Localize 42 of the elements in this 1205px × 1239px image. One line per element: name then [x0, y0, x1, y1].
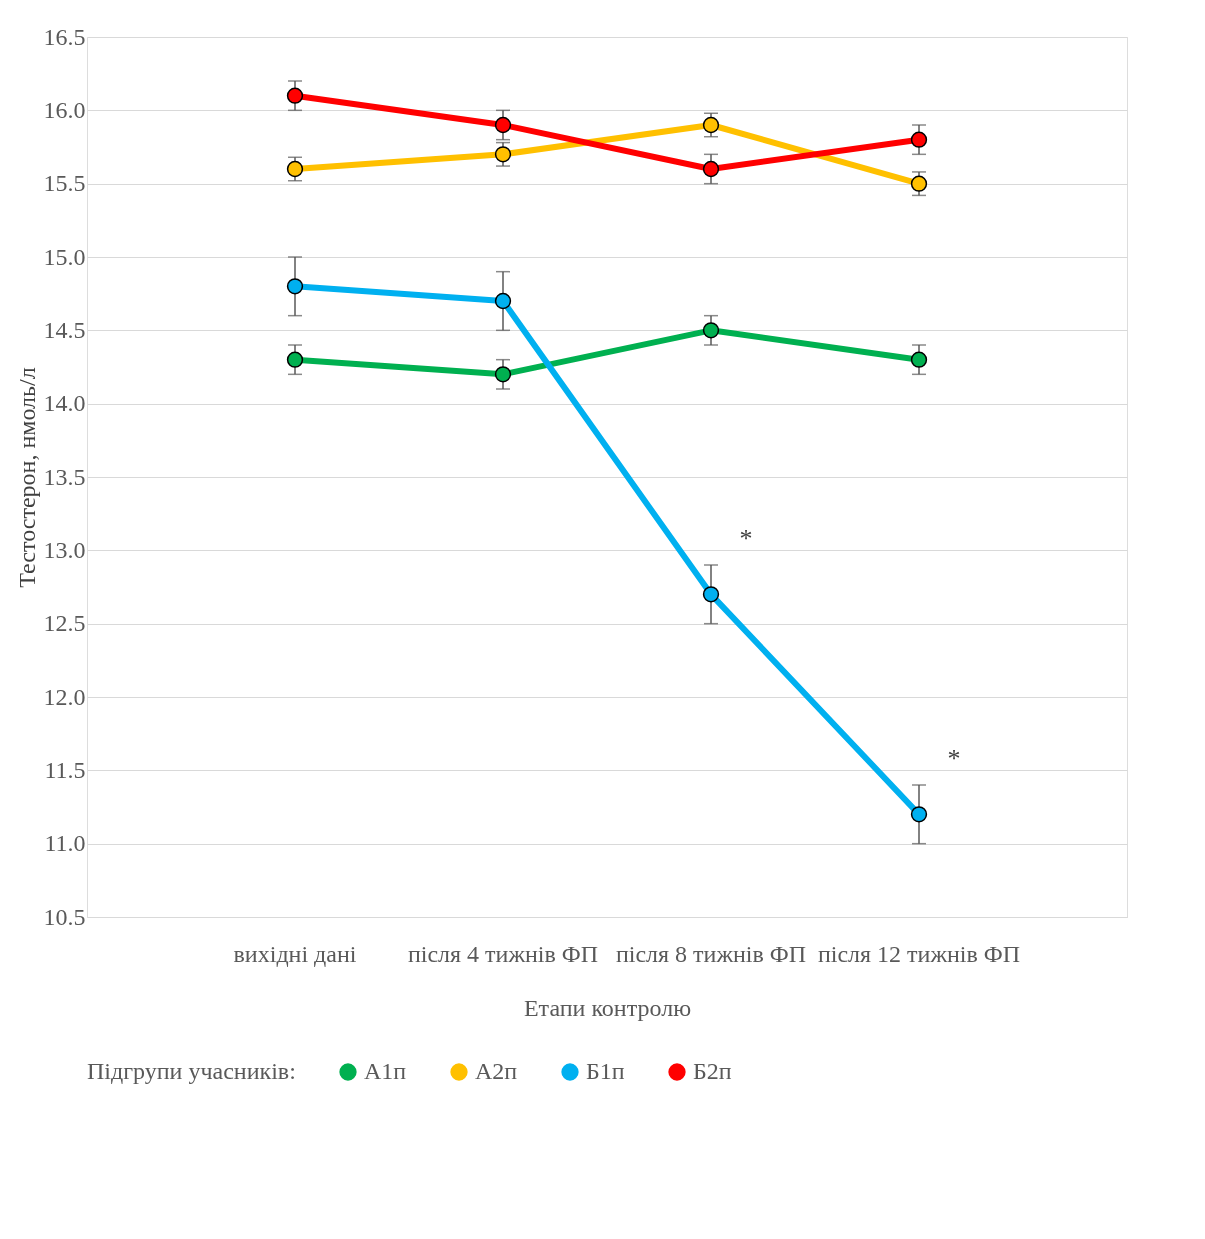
point — [910, 351, 928, 368]
point — [910, 131, 928, 148]
y-tick-label: 11.0 — [44, 830, 86, 857]
x-tick-label: після 8 тижнів ФП — [615, 940, 807, 967]
y-tick-label: 15.0 — [43, 243, 86, 270]
point — [702, 322, 720, 339]
y-tick-label: 14.5 — [43, 316, 86, 343]
point — [286, 278, 304, 295]
y-tick-label: 15.5 — [43, 170, 86, 197]
y-tick-label: 12.0 — [43, 683, 86, 710]
y-tick-label: 14.0 — [43, 390, 86, 417]
point — [286, 160, 304, 178]
point — [494, 146, 512, 163]
point — [702, 116, 720, 134]
y-tick-label: 10.5 — [43, 903, 86, 930]
point — [494, 366, 512, 383]
legend-label: А2п — [475, 1058, 518, 1084]
annotation: * — [739, 524, 753, 554]
legend-label: Б1п — [586, 1058, 625, 1084]
x-tick-label: після 12 тижнів ФП — [817, 940, 1021, 967]
x-tick-label: після 4 тижнів ФП — [407, 940, 599, 967]
y-axis-title: Тестостерон, нмоль/л — [13, 367, 40, 588]
y-tick-label: 13.0 — [43, 536, 86, 563]
y-tick-label: 16.0 — [43, 96, 86, 123]
legend-label: А1п — [364, 1058, 407, 1084]
x-tick-label: вихідні дані — [233, 940, 357, 967]
y-tick-label: 11.5 — [44, 756, 86, 783]
point — [494, 292, 512, 310]
point — [910, 806, 928, 823]
legend-label: Б2п — [693, 1058, 732, 1084]
x-axis-title: Етапи контролю — [523, 994, 692, 1021]
point — [494, 116, 512, 134]
annotation: * — [947, 744, 961, 774]
point — [286, 87, 304, 104]
point — [702, 586, 720, 603]
y-tick-label: 13.5 — [43, 463, 86, 490]
point — [702, 160, 720, 178]
legend-title: Підгрупи учасників: — [87, 1058, 296, 1084]
y-tick-label: 12.5 — [43, 610, 86, 637]
point — [910, 175, 928, 192]
y-tick-label: 16.5 — [43, 23, 86, 50]
point — [286, 351, 304, 368]
